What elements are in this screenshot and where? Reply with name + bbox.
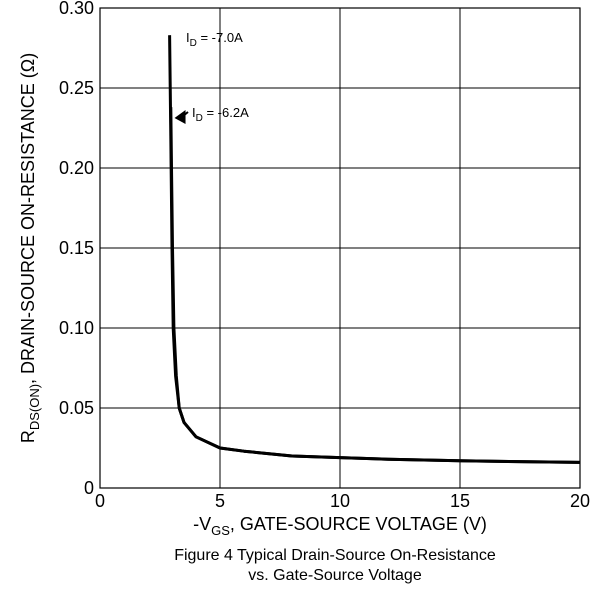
x-tick-label: 10 — [330, 491, 350, 511]
annotation-id-7a-sub: D — [190, 38, 197, 49]
y-tick-label: 0.30 — [59, 0, 94, 18]
x-axis-title: -VGS, GATE-SOURCE VOLTAGE (V) — [193, 514, 487, 538]
annotation-id-7a-rest: = -7.0A — [197, 30, 243, 45]
annotation-id-7a-main: I — [186, 30, 190, 45]
y-axis-title-rest: , DRAIN-SOURCE ON-RESISTANCE (Ω) — [18, 53, 38, 384]
x-axis-title-sub: GS — [211, 523, 230, 538]
y-tick-label: 0.20 — [59, 158, 94, 178]
annotation-id-7a: ID = -7.0A — [186, 30, 243, 49]
tick-labels: 0 5 10 15 20 0 0.05 0.10 0.15 0.20 0.25 0.30 — [59, 0, 590, 511]
y-tick-label: 0.10 — [59, 318, 94, 338]
y-tick-label: 0.05 — [59, 398, 94, 418]
annotation-id-6-2a-sub: D — [196, 113, 203, 124]
series-line-0 — [168, 35, 581, 464]
x-tick-label: 15 — [450, 491, 470, 511]
series-line-1 — [169, 107, 581, 464]
x-tick-label: 5 — [215, 491, 225, 511]
annotation-arrow-icon — [174, 110, 189, 124]
x-tick-label: 0 — [95, 491, 105, 511]
y-tick-label: 0.25 — [59, 78, 94, 98]
y-tick-label: 0.15 — [59, 238, 94, 258]
x-tick-label: 20 — [570, 491, 590, 511]
y-tick-label: 0 — [84, 478, 94, 498]
y-axis-title: RDS(ON), DRAIN-SOURCE ON-RESISTANCE (Ω) — [18, 53, 42, 443]
series-group — [168, 35, 581, 464]
plot-frame — [99, 7, 581, 489]
figure-caption-line-1: Figure 4 Typical Drain-Source On-Resista… — [174, 547, 496, 564]
annotation-id-6-2a-main: I — [192, 105, 196, 120]
x-axis-title-main: -V — [193, 514, 211, 534]
figure-caption-line-2: vs. Gate-Source Voltage — [248, 567, 422, 584]
annotation-id-6-2a: ID = -6.2A — [192, 105, 249, 124]
annotation-id-6-2a-rest: = -6.2A — [203, 105, 249, 120]
y-axis-title-sub: DS(ON) — [27, 384, 42, 430]
y-axis-title-main: R — [18, 430, 38, 443]
x-axis-title-rest: , GATE-SOURCE VOLTAGE (V) — [230, 514, 487, 534]
